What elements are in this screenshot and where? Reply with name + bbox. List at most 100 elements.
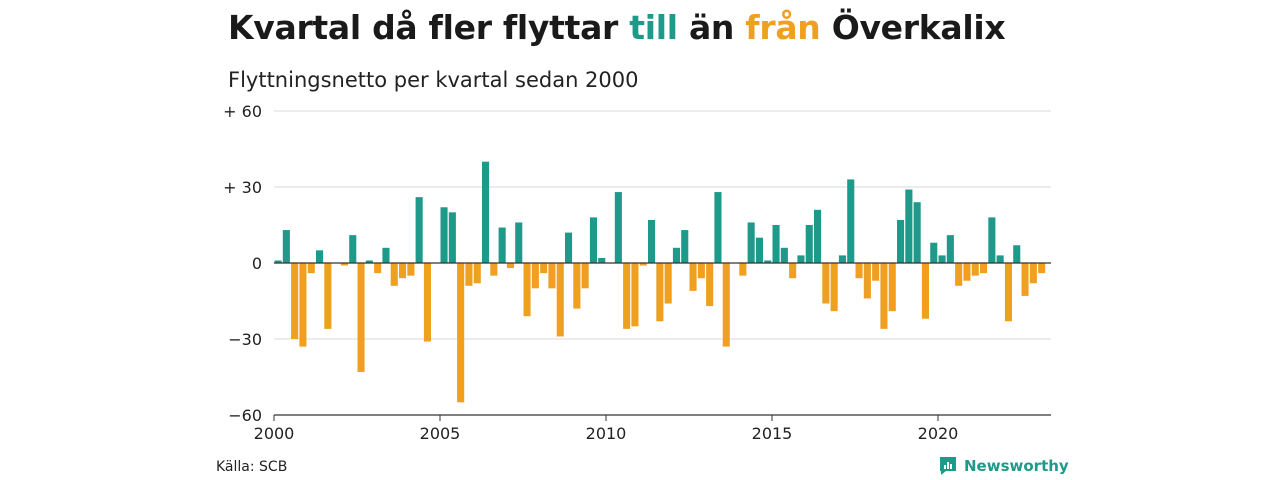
x-tick-label: 2000 xyxy=(254,424,295,443)
bar xyxy=(482,161,490,263)
bar xyxy=(764,260,772,263)
bar xyxy=(399,263,407,279)
chart-title: Kvartal då fler flyttar till än från Öve… xyxy=(228,8,1006,47)
bar xyxy=(623,263,631,329)
bar xyxy=(648,219,656,263)
bar xyxy=(523,263,531,317)
bar xyxy=(996,255,1004,263)
bar xyxy=(863,263,871,299)
bar xyxy=(714,192,722,263)
bar xyxy=(548,263,556,289)
bar xyxy=(888,263,896,312)
bar xyxy=(274,260,282,263)
x-tick-label: 2015 xyxy=(752,424,793,443)
title-part3: Överkalix xyxy=(820,8,1006,47)
y-tick-label: −60 xyxy=(228,406,262,425)
bar xyxy=(473,263,481,284)
bar xyxy=(581,263,589,289)
bar xyxy=(822,263,830,304)
bar xyxy=(672,247,680,263)
bar xyxy=(506,263,514,269)
bar xyxy=(706,263,714,307)
bar xyxy=(880,263,888,329)
bar xyxy=(382,247,390,263)
x-tick-label: 2005 xyxy=(420,424,461,443)
bar xyxy=(656,263,664,322)
bar xyxy=(855,263,863,279)
bar xyxy=(390,263,398,286)
y-tick-label: + 30 xyxy=(223,178,262,197)
bar xyxy=(838,255,846,263)
bar xyxy=(457,263,465,403)
bar xyxy=(423,263,431,342)
bar xyxy=(897,219,905,263)
bar xyxy=(1021,263,1029,296)
x-tick-label: 2010 xyxy=(586,424,627,443)
bar xyxy=(955,263,963,286)
bar xyxy=(739,263,747,276)
bar xyxy=(689,263,697,291)
bar xyxy=(282,230,290,263)
bar xyxy=(357,263,365,372)
bar xyxy=(681,230,689,263)
bar xyxy=(556,263,564,337)
title-part1: Kvartal då fler flyttar xyxy=(228,8,630,47)
newsworthy-logo-icon xyxy=(940,457,956,475)
title-part2: än xyxy=(677,8,746,47)
bar xyxy=(324,263,332,329)
bar xyxy=(847,179,855,263)
bar xyxy=(340,263,348,266)
bar xyxy=(448,212,456,263)
bar xyxy=(664,263,672,304)
bar xyxy=(589,217,597,263)
bar xyxy=(930,242,938,263)
bar xyxy=(772,225,780,263)
bar xyxy=(639,263,647,266)
bar xyxy=(780,247,788,263)
bar xyxy=(598,257,606,263)
source-label: Källa: SCB xyxy=(216,459,288,475)
bar xyxy=(980,263,988,274)
bar xyxy=(814,209,822,263)
bar xyxy=(407,263,415,276)
bar xyxy=(789,263,797,279)
bar xyxy=(365,260,373,263)
bar xyxy=(913,202,921,263)
bar xyxy=(614,192,622,263)
bar xyxy=(1013,245,1021,263)
bar xyxy=(490,263,498,276)
bar xyxy=(299,263,307,347)
y-tick-label: + 60 xyxy=(223,102,262,121)
bar xyxy=(531,263,539,289)
bar xyxy=(349,235,357,263)
bar xyxy=(631,263,639,327)
bar xyxy=(697,263,705,279)
bar xyxy=(971,263,979,276)
bar xyxy=(307,263,315,274)
bar xyxy=(938,255,946,263)
bar xyxy=(440,207,448,263)
bar xyxy=(415,197,423,263)
bar xyxy=(498,227,506,263)
bar xyxy=(946,235,954,263)
title-till: till xyxy=(629,8,678,47)
title-fran: från xyxy=(745,8,821,47)
y-tick-label: 0 xyxy=(252,254,262,273)
bar xyxy=(374,263,382,274)
brand-name: Newsworthy xyxy=(964,457,1069,475)
bar xyxy=(291,263,299,339)
chart-subtitle: Flyttningsnetto per kvartal sedan 2000 xyxy=(228,68,639,92)
bar xyxy=(573,263,581,309)
bar xyxy=(830,263,838,312)
bar xyxy=(755,237,763,263)
bar xyxy=(797,255,805,263)
bar xyxy=(988,217,996,263)
bar xyxy=(540,263,548,274)
bar xyxy=(747,222,755,263)
bar xyxy=(905,189,913,263)
newsworthy-logo: Newsworthy xyxy=(938,456,1069,476)
bar xyxy=(1029,263,1037,284)
bar xyxy=(1038,263,1046,274)
y-tick-label: −30 xyxy=(228,330,262,349)
